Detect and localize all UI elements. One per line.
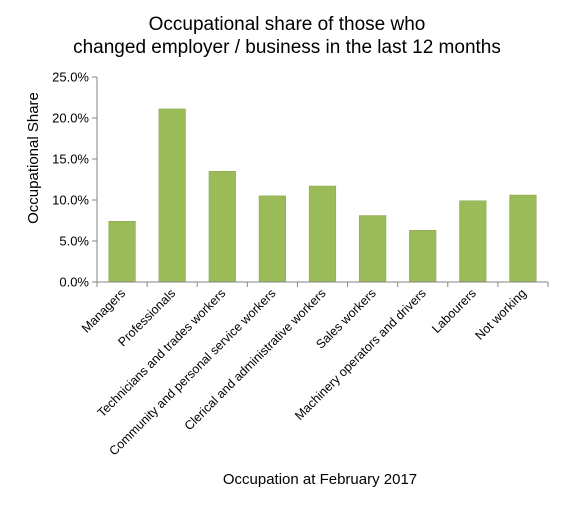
- y-tick-label: 10.0%: [52, 193, 89, 208]
- bars-group: [108, 108, 537, 283]
- y-tick-label: 5.0%: [59, 234, 89, 249]
- chart-title-line-1: Occupational share of those who: [149, 14, 426, 35]
- bar: [359, 215, 387, 283]
- x-category-label: Managers: [79, 286, 128, 335]
- bar: [459, 200, 487, 283]
- x-category-label: Labourers: [429, 286, 479, 336]
- bar: [108, 221, 136, 283]
- y-axis-ticks: 0.0% 5.0% 10.0% 15.0% 20.0% 25.0%: [52, 70, 97, 290]
- axes-group: [96, 77, 549, 287]
- chart-title-line-2: changed employer / business in the last …: [73, 37, 501, 58]
- x-category-label: Not working: [472, 286, 529, 343]
- bar: [258, 195, 286, 283]
- bar: [509, 194, 537, 283]
- y-tick-label: 25.0%: [52, 70, 89, 85]
- bar: [208, 171, 236, 283]
- y-tick-label: 20.0%: [52, 111, 89, 126]
- bar: [308, 185, 337, 283]
- y-axis-title: Occupational Share: [25, 92, 42, 224]
- y-tick-label: 15.0%: [52, 152, 89, 167]
- y-tick-label: 0.0%: [59, 275, 89, 290]
- bar: [409, 230, 437, 283]
- bar: [158, 108, 186, 283]
- x-axis-title: Occupation at February 2017: [223, 471, 417, 488]
